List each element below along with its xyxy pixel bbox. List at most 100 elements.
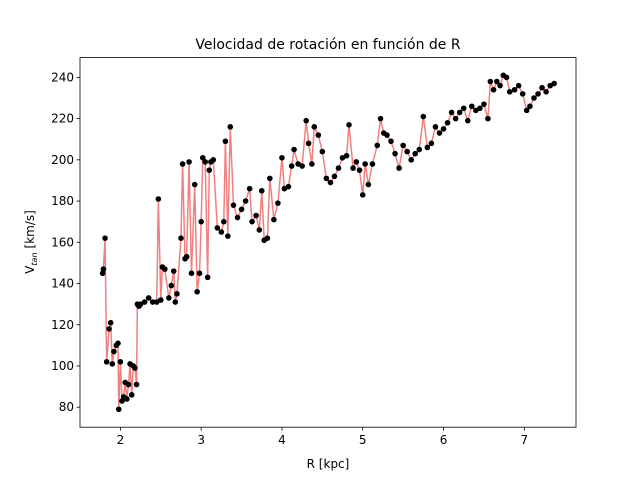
data-point [166, 295, 172, 301]
data-point [503, 74, 510, 81]
data-point [436, 130, 443, 136]
data-point [440, 126, 447, 132]
data-point [271, 216, 277, 223]
data-point [420, 113, 427, 120]
data-point [535, 91, 541, 97]
data-point [335, 165, 342, 171]
data-point [172, 299, 179, 305]
data-point [456, 109, 463, 116]
data-point [309, 161, 315, 167]
y-tick-label: 120 [51, 318, 74, 332]
data-point [416, 146, 423, 153]
data-point [117, 359, 124, 365]
data-point [315, 132, 322, 138]
data-point [168, 282, 175, 289]
y-label-unit: [km/s] [23, 210, 37, 248]
data-point [511, 86, 518, 93]
y-tick-label: 240 [51, 70, 74, 84]
data-point [428, 140, 435, 147]
data-point [408, 157, 415, 163]
data-point [170, 268, 177, 274]
data-point [404, 148, 410, 155]
data-point [132, 365, 138, 371]
data-point [178, 235, 184, 241]
data-point [444, 119, 451, 126]
data-point [543, 89, 549, 95]
data-point [115, 406, 122, 413]
data-point [242, 198, 249, 204]
x-tick-label: 4 [278, 433, 286, 447]
data-point [230, 202, 237, 208]
data-point [288, 163, 295, 169]
data-point [362, 161, 368, 167]
data-point [246, 185, 253, 192]
data-point [128, 392, 135, 398]
data-point [238, 206, 245, 213]
data-point [162, 266, 168, 272]
data-point [384, 132, 390, 138]
data-point [111, 348, 117, 355]
data-point [183, 253, 190, 260]
data-point [374, 142, 381, 149]
data-point [202, 159, 209, 165]
data-point [481, 101, 487, 107]
data-point [115, 340, 121, 347]
data-point [141, 299, 148, 305]
data-point [311, 124, 318, 130]
y-tick-label: 80 [59, 400, 74, 414]
data-point [494, 78, 500, 85]
data-point [460, 105, 467, 112]
data-point [204, 274, 211, 281]
data-point [497, 82, 503, 89]
data-point [299, 163, 305, 169]
data-point [222, 138, 229, 145]
data-point [291, 146, 297, 153]
data-point [523, 107, 530, 114]
data-point [519, 91, 526, 97]
data-point [305, 140, 312, 147]
data-point [319, 148, 326, 155]
data-point [196, 270, 203, 277]
data-point [109, 361, 116, 367]
y-tick-label: 100 [51, 359, 74, 373]
data-point [356, 167, 363, 173]
data-point [551, 80, 557, 87]
data-point [258, 187, 265, 194]
data-point [527, 103, 533, 110]
data-point [468, 103, 475, 110]
data-point [218, 229, 225, 235]
data-point [539, 84, 545, 91]
data-point [275, 200, 281, 206]
data-point [365, 181, 372, 188]
data-point [214, 225, 221, 231]
data-point [400, 142, 406, 149]
data-point [285, 183, 292, 190]
y-tick-label: 180 [51, 194, 74, 208]
data-point [174, 291, 180, 297]
data-point [485, 115, 491, 122]
data-point [432, 124, 439, 130]
data-point [198, 218, 204, 225]
data-point [102, 235, 108, 241]
y-tick-label: 200 [51, 153, 74, 167]
data-point [179, 161, 186, 167]
data-point [350, 165, 356, 171]
data-point [234, 214, 241, 221]
y-tick-label: 140 [51, 277, 74, 291]
data-point [103, 359, 110, 365]
data-point [490, 86, 497, 93]
data-point [487, 78, 494, 85]
data-point [359, 192, 366, 198]
data-point [188, 270, 195, 277]
data-point [191, 181, 198, 188]
data-point [149, 299, 156, 305]
data-point [249, 218, 255, 225]
data-point [448, 109, 455, 116]
y-label-main: V [23, 265, 37, 274]
data-point [253, 212, 259, 219]
data-point [106, 326, 112, 332]
data-point [346, 122, 352, 128]
y-tick-label: 160 [51, 235, 74, 249]
data-point [377, 115, 384, 122]
